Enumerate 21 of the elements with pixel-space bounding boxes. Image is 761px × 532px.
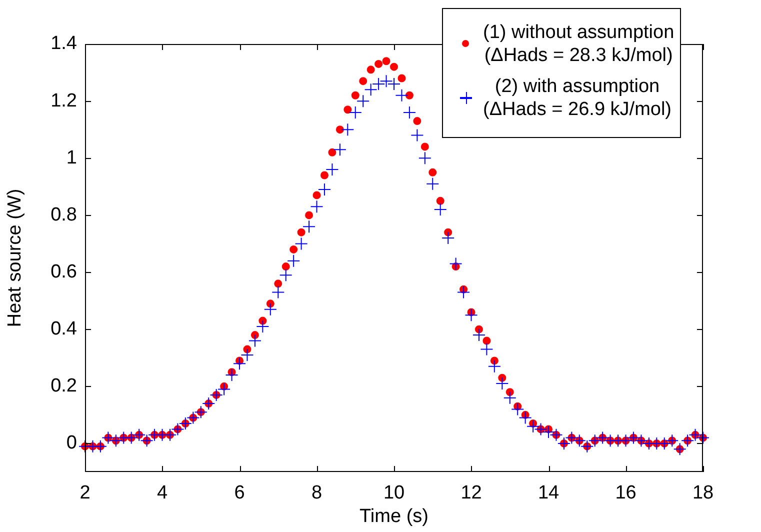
legend-label: (1) without assumption (ΔHads = 28.3 kJ/mol)	[483, 21, 674, 67]
x-tick-label: 14	[538, 482, 560, 504]
y-tick-label: 0.8	[50, 204, 77, 226]
x-tick-label: 2	[80, 482, 90, 504]
y-tick-label: 1.4	[50, 33, 78, 54]
x-tick-label: 4	[156, 482, 168, 504]
x-tick-label: 18	[692, 482, 714, 504]
x-tick-label: 8	[311, 482, 322, 504]
x-tick-label: 10	[383, 482, 405, 504]
y-tick-label: 1.2	[50, 90, 77, 112]
y-tick-label: 0.2	[50, 376, 77, 397]
x-tick-label: 12	[460, 482, 482, 504]
y-tick-label: 0	[66, 432, 77, 454]
legend-label: (2) with assumption (ΔHads = 26.9 kJ/mol)	[483, 75, 672, 121]
y-tick-label: 0.6	[50, 262, 77, 282]
x-tick-label: 16	[615, 482, 636, 504]
y-tick-label: 1	[66, 147, 77, 168]
y-tick-label: 0.4	[50, 318, 78, 340]
x-tick-label: 6	[234, 482, 245, 504]
y-axis-title: Heat source (W)	[4, 188, 26, 328]
x-axis-title: Time (s)	[360, 506, 428, 527]
